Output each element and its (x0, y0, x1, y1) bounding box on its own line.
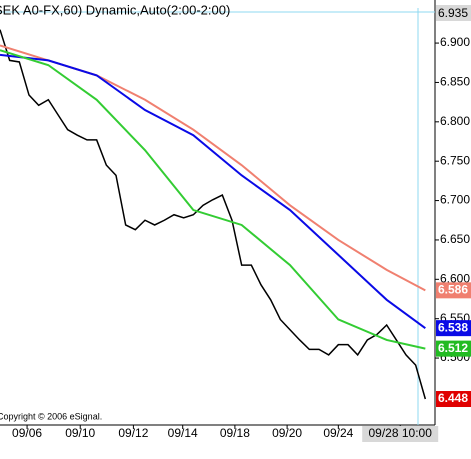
y-tick-label: 6.600 (440, 271, 470, 285)
x-tick-label: 09/10 (65, 426, 95, 440)
price-line (0, 29, 427, 400)
y-tick-label: 6.750 (440, 153, 470, 167)
x-tick-label: 09/18 (220, 426, 250, 440)
moving-average (0, 53, 426, 329)
x-tick-label: 09/20 (272, 426, 302, 440)
x-tick-label: 09/06 (12, 426, 42, 440)
moving-average (0, 49, 426, 350)
x-tick-label: 09/12 (118, 426, 148, 440)
y-tick-label: 6.800 (440, 114, 470, 128)
y-tick-label: 6.650 (440, 232, 470, 246)
price-label: 6.586 (438, 283, 468, 297)
chart-title: SEK A0-FX,60) Dynamic,Auto(2:00-2:00) (0, 2, 230, 17)
y-tick-label: 6.700 (440, 193, 470, 207)
price-label: 6.512 (438, 341, 468, 355)
price-label-box (436, 391, 471, 408)
x-cursor-box (362, 426, 439, 442)
price-label-box (436, 320, 471, 337)
price-label-box (436, 340, 471, 357)
price-label: 6.538 (438, 320, 468, 334)
cursor-price-box (436, 5, 471, 21)
price-label: 6.448 (438, 391, 468, 405)
x-tick-label: 09/24 (323, 426, 353, 440)
copyright: Copyright © 2006 eSignal. (0, 411, 102, 421)
cursor-price: 6.935 (438, 6, 468, 20)
x-tick-label: 09/14 (168, 426, 198, 440)
x-tick-label: 09/28 10:00 (368, 426, 432, 440)
price-label-box (436, 282, 471, 299)
y-tick-label: 6.850 (440, 75, 470, 89)
y-tick-label: 6.900 (440, 35, 470, 49)
